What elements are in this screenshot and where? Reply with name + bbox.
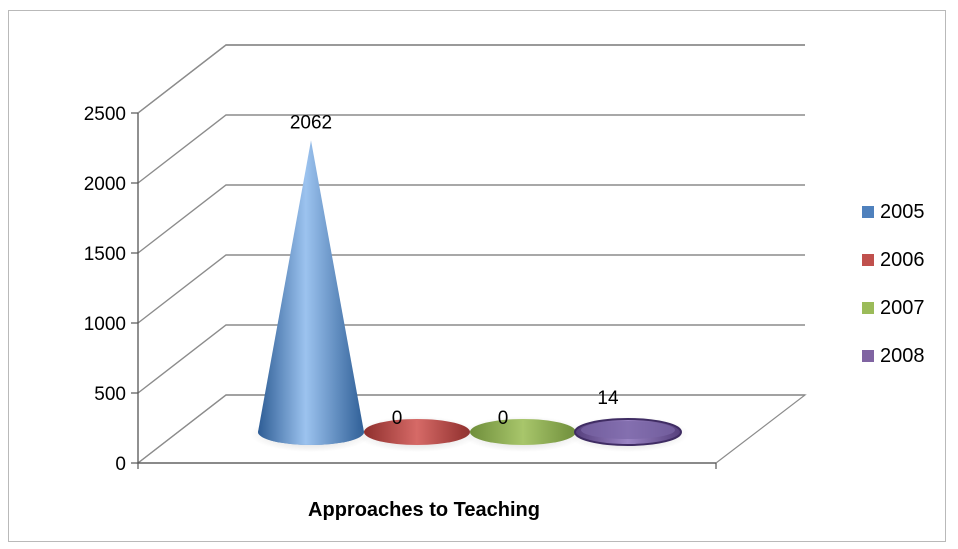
chart-frame bbox=[8, 10, 946, 542]
gridline bbox=[137, 324, 805, 394]
data-label-2008: 14 bbox=[597, 388, 619, 409]
gridline bbox=[137, 394, 805, 464]
cone-top-2008 bbox=[581, 421, 675, 440]
cone-2005 bbox=[258, 140, 364, 445]
gridline bbox=[137, 114, 805, 184]
data-label-2007: 0 bbox=[498, 408, 509, 429]
x-axis-title: Approaches to Teaching bbox=[308, 499, 540, 521]
legend-swatch-2005 bbox=[862, 206, 874, 218]
y-tick-label: 1000 bbox=[84, 314, 126, 335]
legend-swatch-2008 bbox=[862, 350, 874, 362]
cone-2007 bbox=[470, 419, 576, 445]
y-tick-label: 0 bbox=[115, 454, 126, 475]
top-frame bbox=[137, 44, 805, 114]
y-tick-label: 2000 bbox=[84, 174, 126, 195]
legend-label-2007: 2007 bbox=[880, 297, 925, 319]
cone-2006 bbox=[364, 419, 470, 445]
y-tick-label: 2500 bbox=[84, 104, 126, 125]
data-labels: 2062 0 0 14 bbox=[290, 112, 619, 429]
data-label-2006: 0 bbox=[392, 408, 403, 429]
value-axis: 0 500 1000 1500 2000 2500 bbox=[84, 104, 717, 475]
gridline bbox=[137, 254, 805, 324]
data-label-2005: 2062 bbox=[290, 112, 332, 133]
legend: 2005 2006 2007 2008 bbox=[862, 201, 925, 367]
legend-swatch-2007 bbox=[862, 302, 874, 314]
gridlines bbox=[137, 44, 805, 464]
gridline bbox=[137, 184, 805, 254]
cones bbox=[250, 140, 689, 452]
legend-label-2008: 2008 bbox=[880, 345, 925, 367]
legend-label-2005: 2005 bbox=[880, 201, 925, 223]
legend-label-2006: 2006 bbox=[880, 249, 925, 271]
y-tick-label: 1500 bbox=[84, 244, 126, 265]
y-tick-label: 500 bbox=[94, 384, 126, 405]
legend-swatch-2006 bbox=[862, 254, 874, 266]
gridline bbox=[137, 44, 805, 114]
